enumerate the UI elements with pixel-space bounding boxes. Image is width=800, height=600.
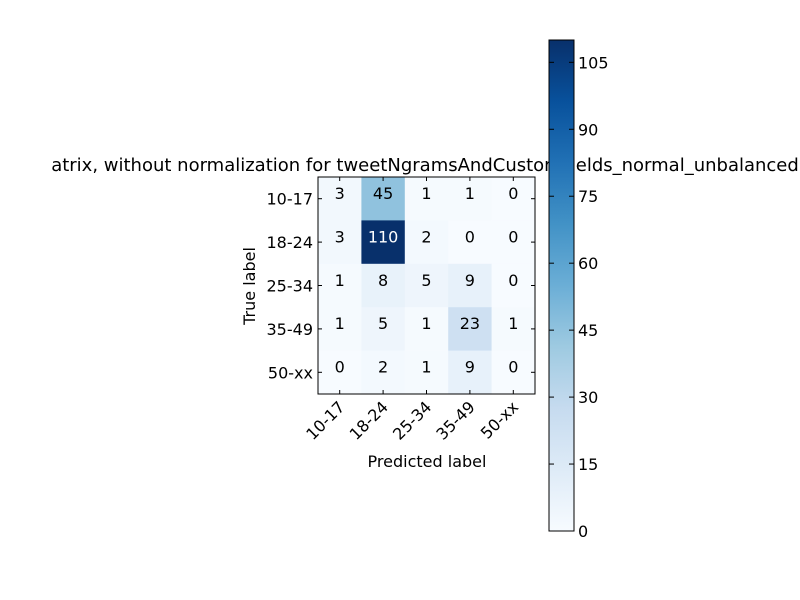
colorbar-tick-label: 15 (578, 455, 598, 474)
cell-value-label: 23 (460, 314, 480, 333)
cell-value-label: 2 (378, 358, 388, 377)
heatmap-cell (361, 263, 406, 308)
heatmap-cell (404, 263, 449, 308)
cell-value-label: 5 (378, 314, 388, 333)
cell-value-label: 110 (368, 227, 399, 246)
cell-value-label: 1 (508, 314, 518, 333)
heatmap-cell (491, 307, 536, 351)
cell-value-label: 9 (465, 271, 475, 290)
heatmap-cell (361, 177, 406, 221)
heatmap-cell (448, 307, 492, 351)
y-tick-label: 25-34 (267, 277, 314, 296)
heatmap-cell (448, 220, 492, 265)
y-tick-label: 10-17 (267, 190, 314, 209)
colorbar-tick-label: 75 (578, 187, 598, 206)
y-tick-label: 35-49 (267, 320, 314, 339)
colorbar (548, 39, 575, 532)
heatmap-cell (491, 177, 536, 221)
colorbar-ticks: 0 15 30 45 60 75 90 105 (549, 53, 609, 541)
x-tick-label: 50-xx (477, 397, 522, 442)
heatmap-cell (361, 220, 406, 265)
colorbar-tick-label: 90 (578, 120, 598, 139)
colorbar-tick-label: 45 (578, 321, 598, 340)
cell-value-label: 45 (373, 184, 393, 203)
cell-value-label: 1 (421, 314, 431, 333)
colorbar-tick-label: 105 (578, 53, 609, 72)
heatmap-cell (318, 307, 362, 351)
cell-value-label: 0 (508, 184, 518, 203)
x-axis-label: Predicted label (368, 452, 487, 471)
cell-value-label: 0 (465, 227, 475, 246)
cell-value-label: 1 (465, 184, 475, 203)
heatmap-cell (361, 350, 406, 395)
heatmap-cell (448, 263, 492, 308)
cell-value-label: 1 (335, 314, 345, 333)
x-tick-label: 25-34 (389, 397, 435, 443)
heatmap-cell (361, 307, 406, 351)
cell-value-label: 9 (465, 358, 475, 377)
cell-value-label: 3 (335, 184, 345, 203)
heatmap-cell (448, 350, 492, 395)
x-tick-label: 18-24 (346, 397, 392, 443)
heatmap-cell (318, 220, 362, 265)
cell-value-label: 8 (378, 271, 388, 290)
cell-value-label: 0 (508, 358, 518, 377)
heatmap-cell (448, 177, 492, 221)
cell-value-label: 0 (335, 358, 345, 377)
heatmap-cell-labels: 3 45 1 1 03 110 2 0 01 8 5 9 01 5 1 23 10 2 1 9 0 (335, 184, 519, 377)
cell-value-label: 5 (421, 271, 431, 290)
axis-ticks (318, 177, 535, 394)
colorbar-tick-label: 0 (578, 522, 588, 541)
heatmap-cell (404, 220, 449, 265)
heatmap-cell (318, 350, 362, 395)
heatmap-cell (318, 177, 362, 221)
y-tick-label: 50-xx (268, 363, 313, 382)
heatmap-cell (404, 350, 449, 395)
heatmap-cell (491, 350, 536, 395)
heatmap-cell (404, 177, 449, 221)
cell-value-label: 2 (421, 227, 431, 246)
y-axis-label: True label (240, 247, 259, 326)
colorbar-tick-label: 30 (578, 388, 598, 407)
heatmap-cell (318, 263, 362, 308)
cell-value-label: 0 (508, 227, 518, 246)
heatmap-cells (318, 177, 536, 395)
heatmap-cell (404, 307, 449, 351)
heatmap-cell (491, 263, 536, 308)
colorbar-tick-label: 60 (578, 254, 598, 273)
cell-value-label: 1 (421, 184, 431, 203)
y-tick-label: 18-24 (267, 233, 314, 252)
heatmap-cell (491, 220, 536, 265)
y-axis-tick-labels: 10-17 18-24 25-34 35-49 50-xx (267, 190, 314, 383)
chart-title: atrix, without normalization for tweetNg… (51, 155, 799, 176)
x-tick-label: 10-17 (302, 397, 348, 443)
x-tick-label: 35-49 (432, 397, 478, 443)
cell-value-label: 1 (335, 271, 345, 290)
cell-value-label: 3 (335, 227, 345, 246)
cell-value-label: 1 (421, 358, 431, 377)
cell-value-label: 0 (508, 271, 518, 290)
